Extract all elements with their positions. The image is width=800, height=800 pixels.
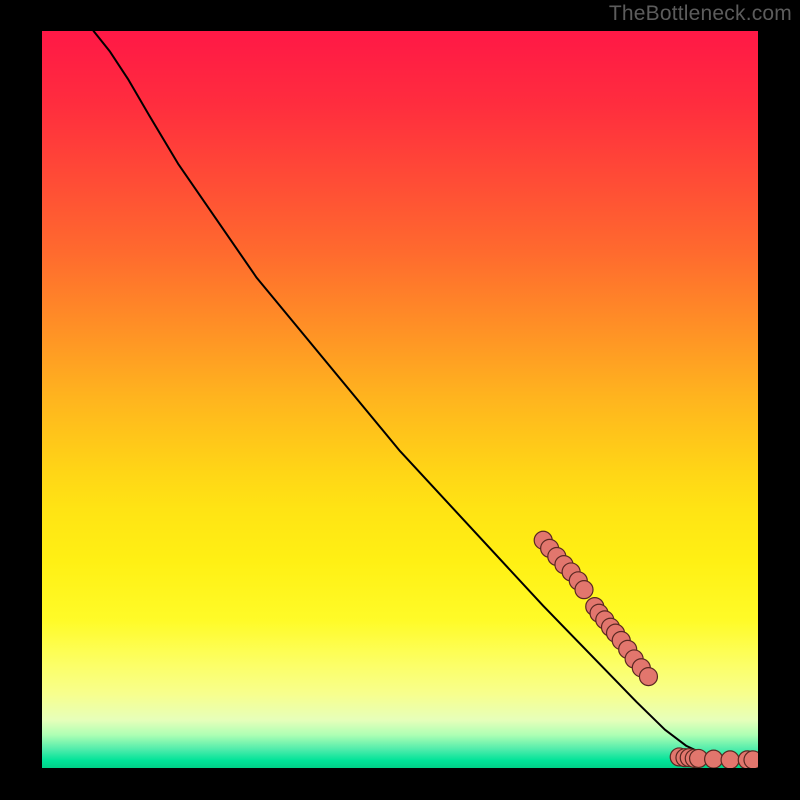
data-marker (575, 581, 593, 599)
data-marker (744, 751, 758, 768)
bottleneck-curve-chart (42, 31, 758, 768)
chart-container: TheBottleneck.com (0, 0, 800, 800)
data-marker (721, 751, 739, 768)
plot-background (42, 31, 758, 768)
data-marker (639, 668, 657, 686)
data-marker (705, 750, 723, 768)
attribution-text: TheBottleneck.com (609, 2, 792, 26)
